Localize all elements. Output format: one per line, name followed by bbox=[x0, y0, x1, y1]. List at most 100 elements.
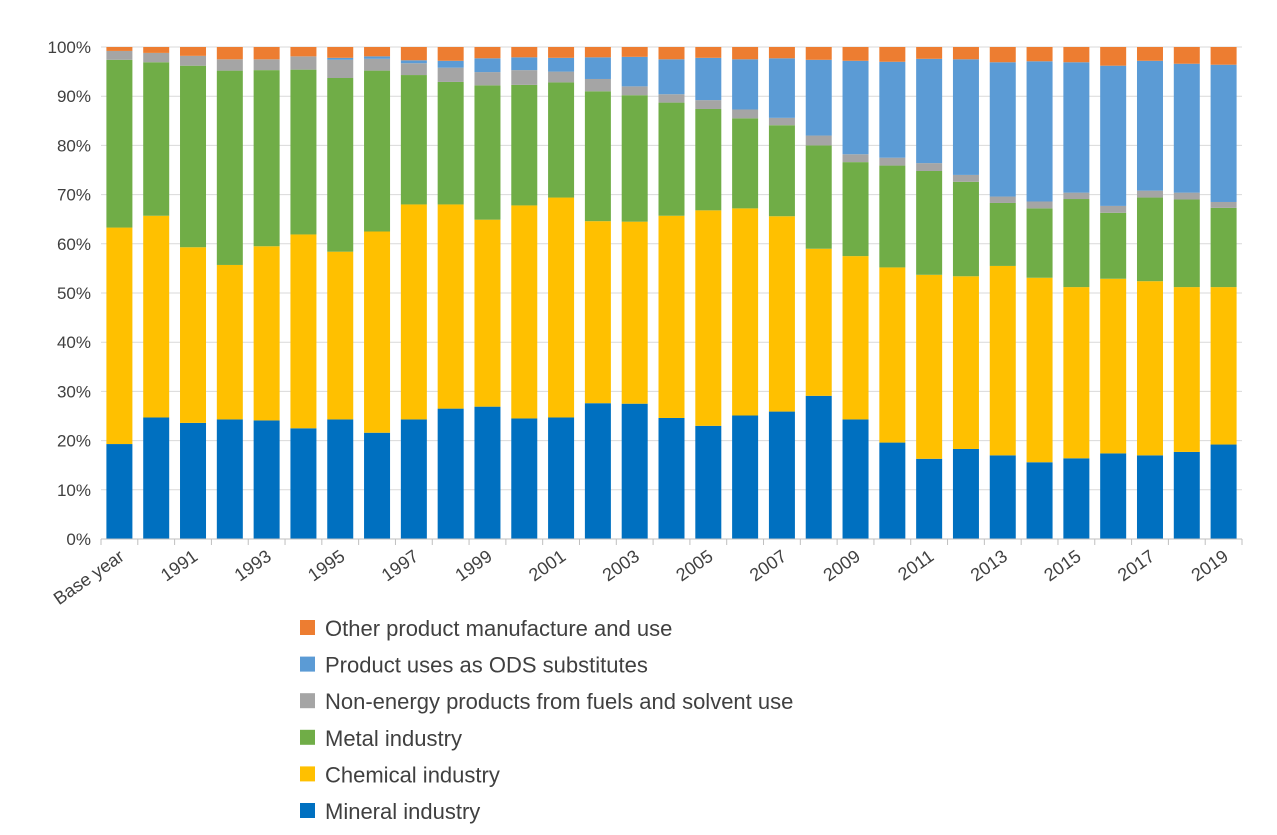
x-tick-label: 2013 bbox=[967, 546, 1011, 585]
bar-stack bbox=[290, 47, 317, 539]
bar-segment-mineral-industry bbox=[106, 444, 133, 539]
bar-segment-non-energy-products-from-fuels-and-solvent-use bbox=[952, 174, 979, 182]
bar-segment-other-product-manufacture-and-use bbox=[1026, 47, 1053, 62]
bar-segment-other-product-manufacture-and-use bbox=[1136, 47, 1163, 61]
x-tick-label: 2009 bbox=[820, 546, 864, 585]
bar-segment-product-uses-as-ods-substitutes bbox=[548, 57, 575, 72]
bar-segment-metal-industry bbox=[143, 62, 170, 216]
bar-segment-non-energy-products-from-fuels-and-solvent-use bbox=[879, 157, 906, 166]
legend-swatch-mineral-industry bbox=[300, 803, 315, 818]
bar-segment-non-energy-products-from-fuels-and-solvent-use bbox=[474, 72, 501, 86]
bar-segment-other-product-manufacture-and-use bbox=[364, 47, 391, 57]
bar-segment-non-energy-products-from-fuels-and-solvent-use bbox=[1173, 192, 1200, 200]
x-tick-label: 1993 bbox=[231, 546, 275, 585]
x-tick-label: Base year bbox=[50, 546, 128, 609]
bar-stack bbox=[879, 47, 906, 539]
bar-segment-metal-industry bbox=[1026, 208, 1053, 278]
bar-segment-metal-industry bbox=[621, 95, 648, 222]
y-tick-label: 0% bbox=[66, 530, 91, 549]
bar-stack bbox=[511, 47, 538, 539]
bar-segment-non-energy-products-from-fuels-and-solvent-use bbox=[1026, 201, 1053, 209]
bar-segment-non-energy-products-from-fuels-and-solvent-use bbox=[437, 67, 464, 82]
bar-segment-mineral-industry bbox=[253, 420, 280, 539]
bar-segment-other-product-manufacture-and-use bbox=[842, 47, 869, 61]
bar-segment-metal-industry bbox=[1136, 197, 1163, 282]
bar-segment-mineral-industry bbox=[879, 442, 906, 539]
bar-segment-other-product-manufacture-and-use bbox=[253, 47, 280, 60]
bar-stack bbox=[437, 47, 464, 539]
y-tick-label: 50% bbox=[57, 284, 91, 303]
bar-segment-chemical-industry bbox=[621, 221, 648, 404]
bar-segment-chemical-industry bbox=[584, 221, 611, 404]
bar-segment-other-product-manufacture-and-use bbox=[584, 47, 611, 58]
bar-segment-other-product-manufacture-and-use bbox=[216, 47, 243, 60]
legend-swatch-other-product-manufacture-and-use bbox=[300, 620, 315, 635]
bar-segment-metal-industry bbox=[989, 202, 1016, 266]
bar-segment-product-uses-as-ods-substitutes bbox=[768, 58, 795, 118]
bar-segment-metal-industry bbox=[695, 108, 722, 211]
bar-segment-other-product-manufacture-and-use bbox=[290, 47, 317, 57]
bar-stack bbox=[989, 47, 1016, 539]
bar-segment-metal-industry bbox=[180, 65, 207, 248]
bar-segment-metal-industry bbox=[732, 118, 759, 209]
bar-stack bbox=[474, 47, 501, 539]
bar-stack bbox=[695, 47, 722, 539]
bar-segment-non-energy-products-from-fuels-and-solvent-use bbox=[1100, 205, 1127, 213]
bar-segment-other-product-manufacture-and-use bbox=[658, 47, 685, 60]
bar-segment-non-energy-products-from-fuels-and-solvent-use bbox=[1136, 190, 1163, 198]
bar-segment-non-energy-products-from-fuels-and-solvent-use bbox=[1063, 192, 1090, 200]
bar-segment-non-energy-products-from-fuels-and-solvent-use bbox=[290, 56, 317, 70]
bar-segment-mineral-industry bbox=[1026, 462, 1053, 539]
y-tick-label: 10% bbox=[57, 481, 91, 500]
legend-label-other-product-manufacture-and-use: Other product manufacture and use bbox=[325, 616, 672, 641]
bar-segment-mineral-industry bbox=[1210, 444, 1237, 539]
bar-segment-mineral-industry bbox=[732, 415, 759, 539]
bar-stack bbox=[584, 47, 611, 539]
bar-stack bbox=[1210, 47, 1237, 539]
bar-segment-product-uses-as-ods-substitutes bbox=[989, 62, 1016, 197]
bar-segment-product-uses-as-ods-substitutes bbox=[879, 61, 906, 158]
bar-segment-product-uses-as-ods-substitutes bbox=[621, 56, 648, 87]
bar-stack bbox=[621, 47, 648, 539]
bar-segment-chemical-industry bbox=[548, 197, 575, 418]
bar-segment-mineral-industry bbox=[180, 422, 207, 539]
x-tick-label: 2005 bbox=[672, 546, 716, 585]
bar-segment-mineral-industry bbox=[842, 419, 869, 539]
bar-segment-chemical-industry bbox=[658, 215, 685, 418]
bar-stack bbox=[916, 47, 943, 539]
bar-segment-chemical-industry bbox=[1210, 287, 1237, 445]
bar-segment-product-uses-as-ods-substitutes bbox=[400, 60, 427, 64]
legend-swatch-product-uses-as-ods-substitutes bbox=[300, 656, 315, 672]
bar-segment-mineral-industry bbox=[327, 419, 354, 539]
bar-segment-other-product-manufacture-and-use bbox=[952, 47, 979, 60]
bar-segment-product-uses-as-ods-substitutes bbox=[327, 57, 354, 60]
x-tick-label: 2011 bbox=[894, 546, 937, 585]
bar-segment-other-product-manufacture-and-use bbox=[511, 47, 538, 58]
bar-segment-other-product-manufacture-and-use bbox=[732, 47, 759, 60]
bar-segment-other-product-manufacture-and-use bbox=[437, 47, 464, 61]
bar-segment-mineral-industry bbox=[216, 419, 243, 539]
bar-segment-chemical-industry bbox=[1063, 287, 1090, 459]
bar-stack bbox=[106, 47, 133, 539]
bar-segment-metal-industry bbox=[658, 102, 685, 216]
bar-segment-other-product-manufacture-and-use bbox=[548, 47, 575, 58]
bar-segment-mineral-industry bbox=[621, 403, 648, 539]
legend-label-mineral-industry: Mineral industry bbox=[325, 799, 480, 824]
bar-segment-product-uses-as-ods-substitutes bbox=[916, 58, 943, 164]
bar-segment-non-energy-products-from-fuels-and-solvent-use bbox=[253, 59, 280, 71]
y-tick-labels: 0% 10% 20% 30% 40% 50% 60% 70% 80% 90% 100% bbox=[48, 38, 91, 549]
y-tick-label: 70% bbox=[57, 186, 91, 205]
bar-segment-mineral-industry bbox=[1173, 451, 1200, 539]
bar-segment-mineral-industry bbox=[695, 425, 722, 539]
legend-swatch-metal-industry bbox=[300, 729, 315, 745]
y-tick-label: 80% bbox=[57, 136, 91, 155]
bar-segment-other-product-manufacture-and-use bbox=[989, 47, 1016, 63]
bar-segment-chemical-industry bbox=[695, 210, 722, 426]
bar-segment-metal-industry bbox=[1100, 212, 1127, 279]
legend-label-non-energy-products-from-fuels-and-solvent-use: Non-energy products from fuels and solve… bbox=[325, 689, 793, 714]
bar-segment-other-product-manufacture-and-use bbox=[474, 47, 501, 59]
bar-segment-product-uses-as-ods-substitutes bbox=[364, 56, 391, 59]
bar-segment-chemical-industry bbox=[1026, 277, 1053, 463]
bar-segment-mineral-industry bbox=[548, 417, 575, 539]
